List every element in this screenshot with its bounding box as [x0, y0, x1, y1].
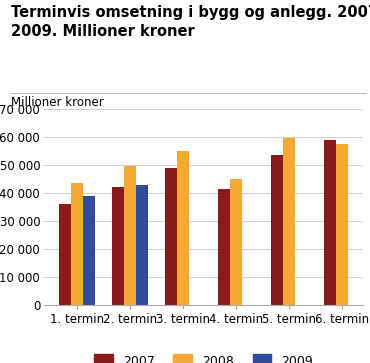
Bar	[271, 155, 283, 305]
Bar	[59, 204, 71, 305]
Text: Millioner kroner: Millioner kroner	[11, 96, 104, 109]
Text: Terminvis omsetning i bygg og anlegg. 2007, 2008 og
2009. Millioner kroner: Terminvis omsetning i bygg og anlegg. 20…	[11, 5, 370, 39]
Bar	[283, 138, 295, 305]
Bar	[336, 144, 348, 305]
Bar	[71, 183, 83, 305]
Bar	[136, 184, 148, 305]
Bar	[83, 196, 95, 305]
Bar	[218, 189, 230, 305]
Bar	[112, 187, 124, 305]
Bar	[165, 168, 177, 305]
Legend: 2007, 2008, 2009: 2007, 2008, 2009	[94, 354, 313, 363]
Bar	[230, 179, 242, 305]
Bar	[324, 140, 336, 305]
Bar	[124, 166, 136, 305]
Bar	[177, 151, 189, 305]
